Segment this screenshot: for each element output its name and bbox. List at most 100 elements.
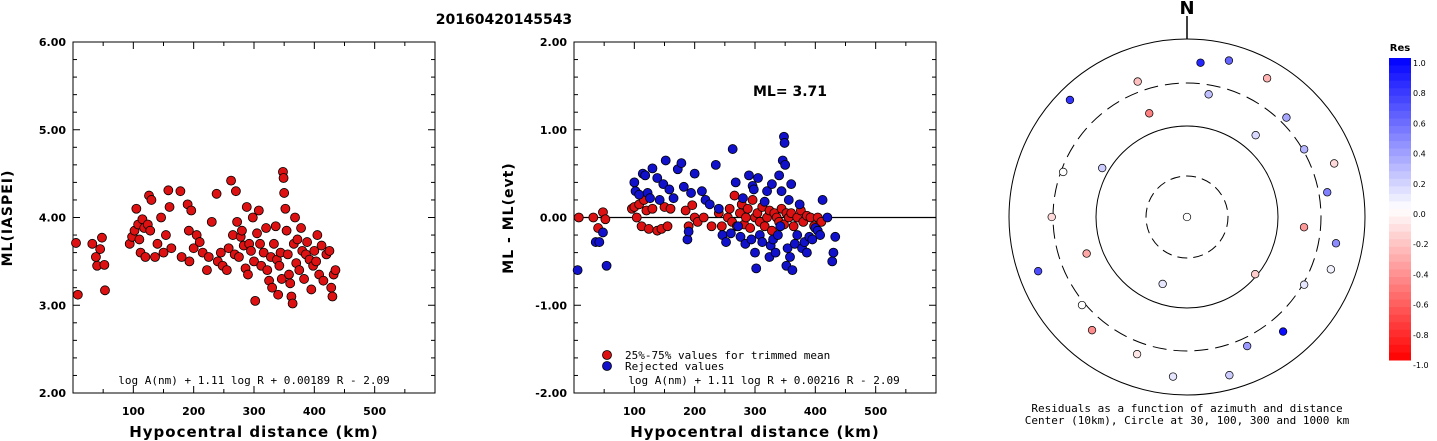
data-point — [706, 221, 717, 232]
colorbar-cell — [1389, 58, 1411, 67]
data-point — [221, 265, 232, 276]
colorbar-tick-label: -0.4 — [1413, 270, 1429, 279]
colorbar-cell — [1389, 193, 1411, 202]
colorbar-cell — [1389, 292, 1411, 301]
station-point — [1059, 167, 1068, 177]
y-ticks — [73, 59, 435, 376]
data-point — [87, 238, 98, 249]
station-point — [1262, 74, 1272, 83]
data-point — [741, 212, 751, 223]
legend-label: Rejected values — [625, 360, 724, 373]
y-tick-label: 3.00 — [39, 299, 66, 312]
colorbar-cell — [1389, 231, 1411, 240]
data-point — [299, 274, 309, 284]
x-tick-label: 100 — [623, 405, 646, 418]
data-point — [131, 203, 142, 214]
station-point — [1326, 265, 1335, 274]
station-point — [1300, 280, 1309, 289]
colorbar-tick-label: 0.6 — [1413, 119, 1426, 128]
station-point — [1133, 77, 1142, 86]
data-point — [662, 221, 673, 232]
data-point — [704, 199, 715, 210]
colorbar-tick-label: 1.0 — [1413, 59, 1426, 68]
data-point — [253, 205, 264, 216]
formula-label: log A(nm) + 1.11 log R + 0.00189 R - 2.0… — [118, 374, 390, 387]
colorbar-cell — [1389, 110, 1411, 119]
data-point — [788, 221, 799, 232]
data-point — [309, 245, 320, 256]
x-tick-label: 500 — [864, 405, 887, 418]
colorbar-tick-label: -0.6 — [1413, 301, 1429, 310]
data-point — [822, 212, 833, 223]
data-point — [766, 179, 777, 190]
data-point — [745, 223, 756, 233]
x-ticks — [603, 42, 907, 393]
data-point — [759, 196, 770, 207]
data-point — [230, 186, 241, 197]
data-point — [634, 189, 645, 200]
panel-ml-residual: 100 200 300 400 500 -2.00 -1.00 0.00 1.0… — [501, 36, 937, 441]
data-point — [296, 223, 306, 233]
y-tick-label: 5.00 — [39, 124, 66, 137]
station-point — [1196, 58, 1205, 67]
data-point — [725, 228, 736, 239]
data-point — [150, 252, 160, 262]
data-point — [789, 238, 800, 249]
data-point — [645, 193, 655, 204]
data-point — [326, 282, 337, 293]
colorbar-cell — [1389, 276, 1411, 285]
data-point — [72, 289, 83, 300]
colorbar-cell — [1389, 299, 1411, 308]
x-tick-label: 200 — [182, 405, 205, 418]
colorbar-cell — [1389, 209, 1411, 218]
data-point — [262, 265, 273, 276]
station-point — [1330, 159, 1339, 168]
data-point — [738, 193, 748, 204]
colorbar-cell — [1389, 141, 1411, 150]
data-point — [716, 221, 727, 232]
data-point — [285, 278, 296, 289]
colorbar-cell — [1389, 148, 1411, 157]
data-point — [164, 202, 175, 212]
data-point — [284, 269, 294, 280]
y-axis-label: ML(IASPEI) — [0, 170, 16, 267]
ring-100km — [1095, 125, 1279, 309]
y-tick-label: 2.00 — [540, 36, 567, 49]
x-tick-label: 300 — [243, 405, 266, 418]
data-point — [270, 221, 281, 232]
data-point — [152, 238, 163, 249]
data-point — [757, 237, 768, 247]
data-point — [686, 188, 696, 198]
y-tick-labels: 2.00 3.00 4.00 5.00 6.00 — [39, 36, 66, 400]
data-point — [664, 184, 675, 195]
data-point — [255, 238, 265, 249]
station-point — [1077, 300, 1087, 310]
data-point — [683, 226, 694, 237]
x-tick-label: 300 — [744, 405, 767, 418]
data-point — [203, 252, 214, 262]
north-label: N — [1179, 0, 1194, 19]
data-point — [830, 231, 841, 242]
colorbar-cell — [1389, 246, 1411, 255]
data-point — [643, 224, 654, 234]
data-point — [786, 179, 797, 190]
data-point — [751, 263, 762, 274]
data-point — [206, 216, 217, 227]
panel-azimuth-residuals: N Residuals as a function of azimuth and… — [1008, 0, 1366, 427]
data-point — [226, 175, 236, 186]
colorbar-cell — [1389, 322, 1411, 331]
data-point — [249, 256, 259, 267]
colorbar-cell — [1389, 337, 1411, 346]
data-point — [652, 173, 663, 183]
data-point — [762, 186, 772, 197]
y-tick-label: -2.00 — [535, 387, 567, 400]
colorbar-cell — [1389, 352, 1411, 361]
x-tick-labels: 100 200 300 400 500 — [623, 405, 888, 418]
data-point — [290, 212, 300, 223]
data-point — [713, 203, 724, 214]
data-point — [184, 256, 195, 267]
station-point — [1098, 163, 1107, 173]
data-point — [827, 256, 838, 267]
data-point — [274, 260, 285, 271]
residual-colorbar: Res 1.0 0.8 0.6 0.4 0.2 0.0 -0.2 -0.4 -0… — [1389, 43, 1429, 370]
